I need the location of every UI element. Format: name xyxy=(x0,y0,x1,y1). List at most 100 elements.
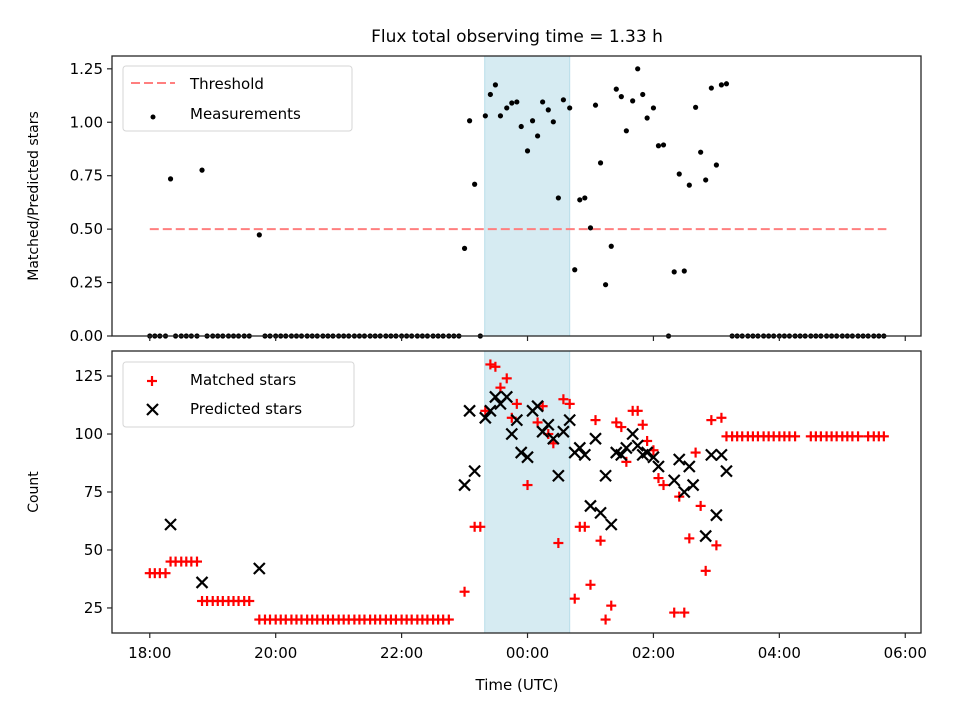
ratio-y-axis-label: Matched/Predicted stars xyxy=(26,111,42,281)
predicted-star-marker xyxy=(615,448,628,462)
matched-stars-points xyxy=(144,359,889,625)
measurement-point xyxy=(587,225,594,231)
legend-predicted-label: Predicted stars xyxy=(190,400,302,418)
measurement-point xyxy=(623,128,629,134)
matched-star-marker xyxy=(579,521,590,532)
predicted-star-marker xyxy=(573,441,587,455)
chart-title: Flux total observing time = 1.33 h xyxy=(371,27,663,47)
predicted-star-marker xyxy=(584,499,597,513)
measurement-point xyxy=(723,81,730,87)
matched-star-marker xyxy=(191,556,202,567)
matched-star-marker xyxy=(585,579,596,590)
predicted-star-marker xyxy=(253,562,266,575)
matched-star-marker xyxy=(690,447,701,458)
measurement-point xyxy=(698,149,704,155)
measurement-point xyxy=(560,97,567,103)
predicted-star-marker xyxy=(678,485,691,499)
measurement-point xyxy=(644,115,650,121)
y-tick-label: 1.25 xyxy=(70,60,103,78)
legend-matched-label: Matched stars xyxy=(190,371,296,389)
predicted-star-marker xyxy=(505,427,519,441)
matched-star-marker xyxy=(522,480,533,491)
measurement-point xyxy=(640,91,646,98)
matched-star-marker xyxy=(485,359,496,370)
matched-star-marker xyxy=(595,535,606,546)
matched-star-marker xyxy=(878,431,889,442)
matched-star-marker xyxy=(711,540,722,551)
measurement-point xyxy=(514,99,520,105)
measurement-point xyxy=(540,99,546,105)
matched-star-marker xyxy=(558,394,569,405)
measurement-point xyxy=(492,82,499,88)
predicted-star-marker xyxy=(484,404,497,418)
counts-legend-box xyxy=(122,361,355,428)
matched-star-marker xyxy=(564,398,575,409)
matched-star-marker xyxy=(459,586,470,597)
measurement-point xyxy=(608,243,614,249)
predicted-star-marker xyxy=(479,411,492,425)
matched-star-marker xyxy=(695,500,706,511)
x-tick-label: 22:00 xyxy=(380,644,423,662)
ratio-y-ticks: 0.00 0.25 0.50 0.75 1.00 1.25 xyxy=(70,60,112,345)
matched-star-marker xyxy=(553,538,564,549)
x-tick-label: 02:00 xyxy=(632,644,675,662)
measurement-point xyxy=(550,119,556,125)
measurement-point xyxy=(635,66,641,72)
predicted-star-marker xyxy=(578,448,592,462)
x-tick-label: 18:00 xyxy=(128,644,171,662)
legend-measurements-label: Measurements xyxy=(190,105,301,123)
matched-star-marker xyxy=(490,361,501,372)
measurement-point xyxy=(713,162,719,168)
predicted-star-marker xyxy=(652,460,665,473)
measurement-point xyxy=(630,98,636,104)
predicted-star-marker xyxy=(620,441,633,455)
measurement-point xyxy=(650,105,657,111)
measurement-point xyxy=(613,86,619,92)
matched-star-marker xyxy=(658,480,669,491)
measurement-point xyxy=(582,195,588,201)
predicted-star-marker xyxy=(686,478,700,492)
measurement-point xyxy=(482,113,488,119)
predicted-star-marker xyxy=(631,439,644,452)
predicted-star-marker xyxy=(552,469,565,483)
measurement-point xyxy=(555,195,561,201)
y-tick-label: 0.50 xyxy=(70,220,103,238)
measurement-point xyxy=(461,245,468,251)
matched-star-marker xyxy=(653,473,664,484)
predicted-star-marker xyxy=(647,450,660,464)
predicted-stars-points xyxy=(164,390,733,589)
y-tick-label: 50 xyxy=(84,541,103,559)
y-tick-label: 0.00 xyxy=(70,327,103,345)
counts-axes: 25 50 75 100 125 18:00 20:00 22:00 00:00 02:00 04… xyxy=(26,350,927,694)
counts-y-ticks: 25 50 75 100 125 xyxy=(74,367,112,617)
measurement-point xyxy=(703,177,709,183)
measurement-point xyxy=(592,102,599,108)
predicted-star-marker xyxy=(500,390,514,404)
measurement-point xyxy=(472,181,478,187)
measurement-point xyxy=(167,176,174,182)
y-tick-label: 125 xyxy=(74,367,103,385)
predicted-star-marker xyxy=(468,464,481,478)
predicted-star-marker xyxy=(667,474,681,487)
matched-star-marker xyxy=(611,417,622,428)
matched-star-marker xyxy=(632,405,643,416)
measurement-point xyxy=(497,113,504,119)
ratio-legend: Threshold Measurements xyxy=(122,65,353,132)
matched-star-marker xyxy=(443,614,454,625)
measurement-point xyxy=(597,160,604,166)
predicted-star-marker xyxy=(599,469,612,483)
measurement-point xyxy=(708,85,714,91)
measurement-point xyxy=(256,232,262,238)
matched-star-marker xyxy=(706,415,717,426)
observing-span-shade xyxy=(484,350,571,634)
matched-star-marker xyxy=(537,401,548,412)
counts-y-axis-label: Count xyxy=(26,471,42,513)
predicted-star-marker xyxy=(195,576,209,589)
matched-star-marker xyxy=(853,431,864,442)
predicted-star-marker xyxy=(510,413,524,427)
measurement-point xyxy=(567,105,573,111)
measurement-point xyxy=(509,100,515,106)
ratio-legend-box xyxy=(122,65,353,132)
measurement-point xyxy=(534,133,541,139)
